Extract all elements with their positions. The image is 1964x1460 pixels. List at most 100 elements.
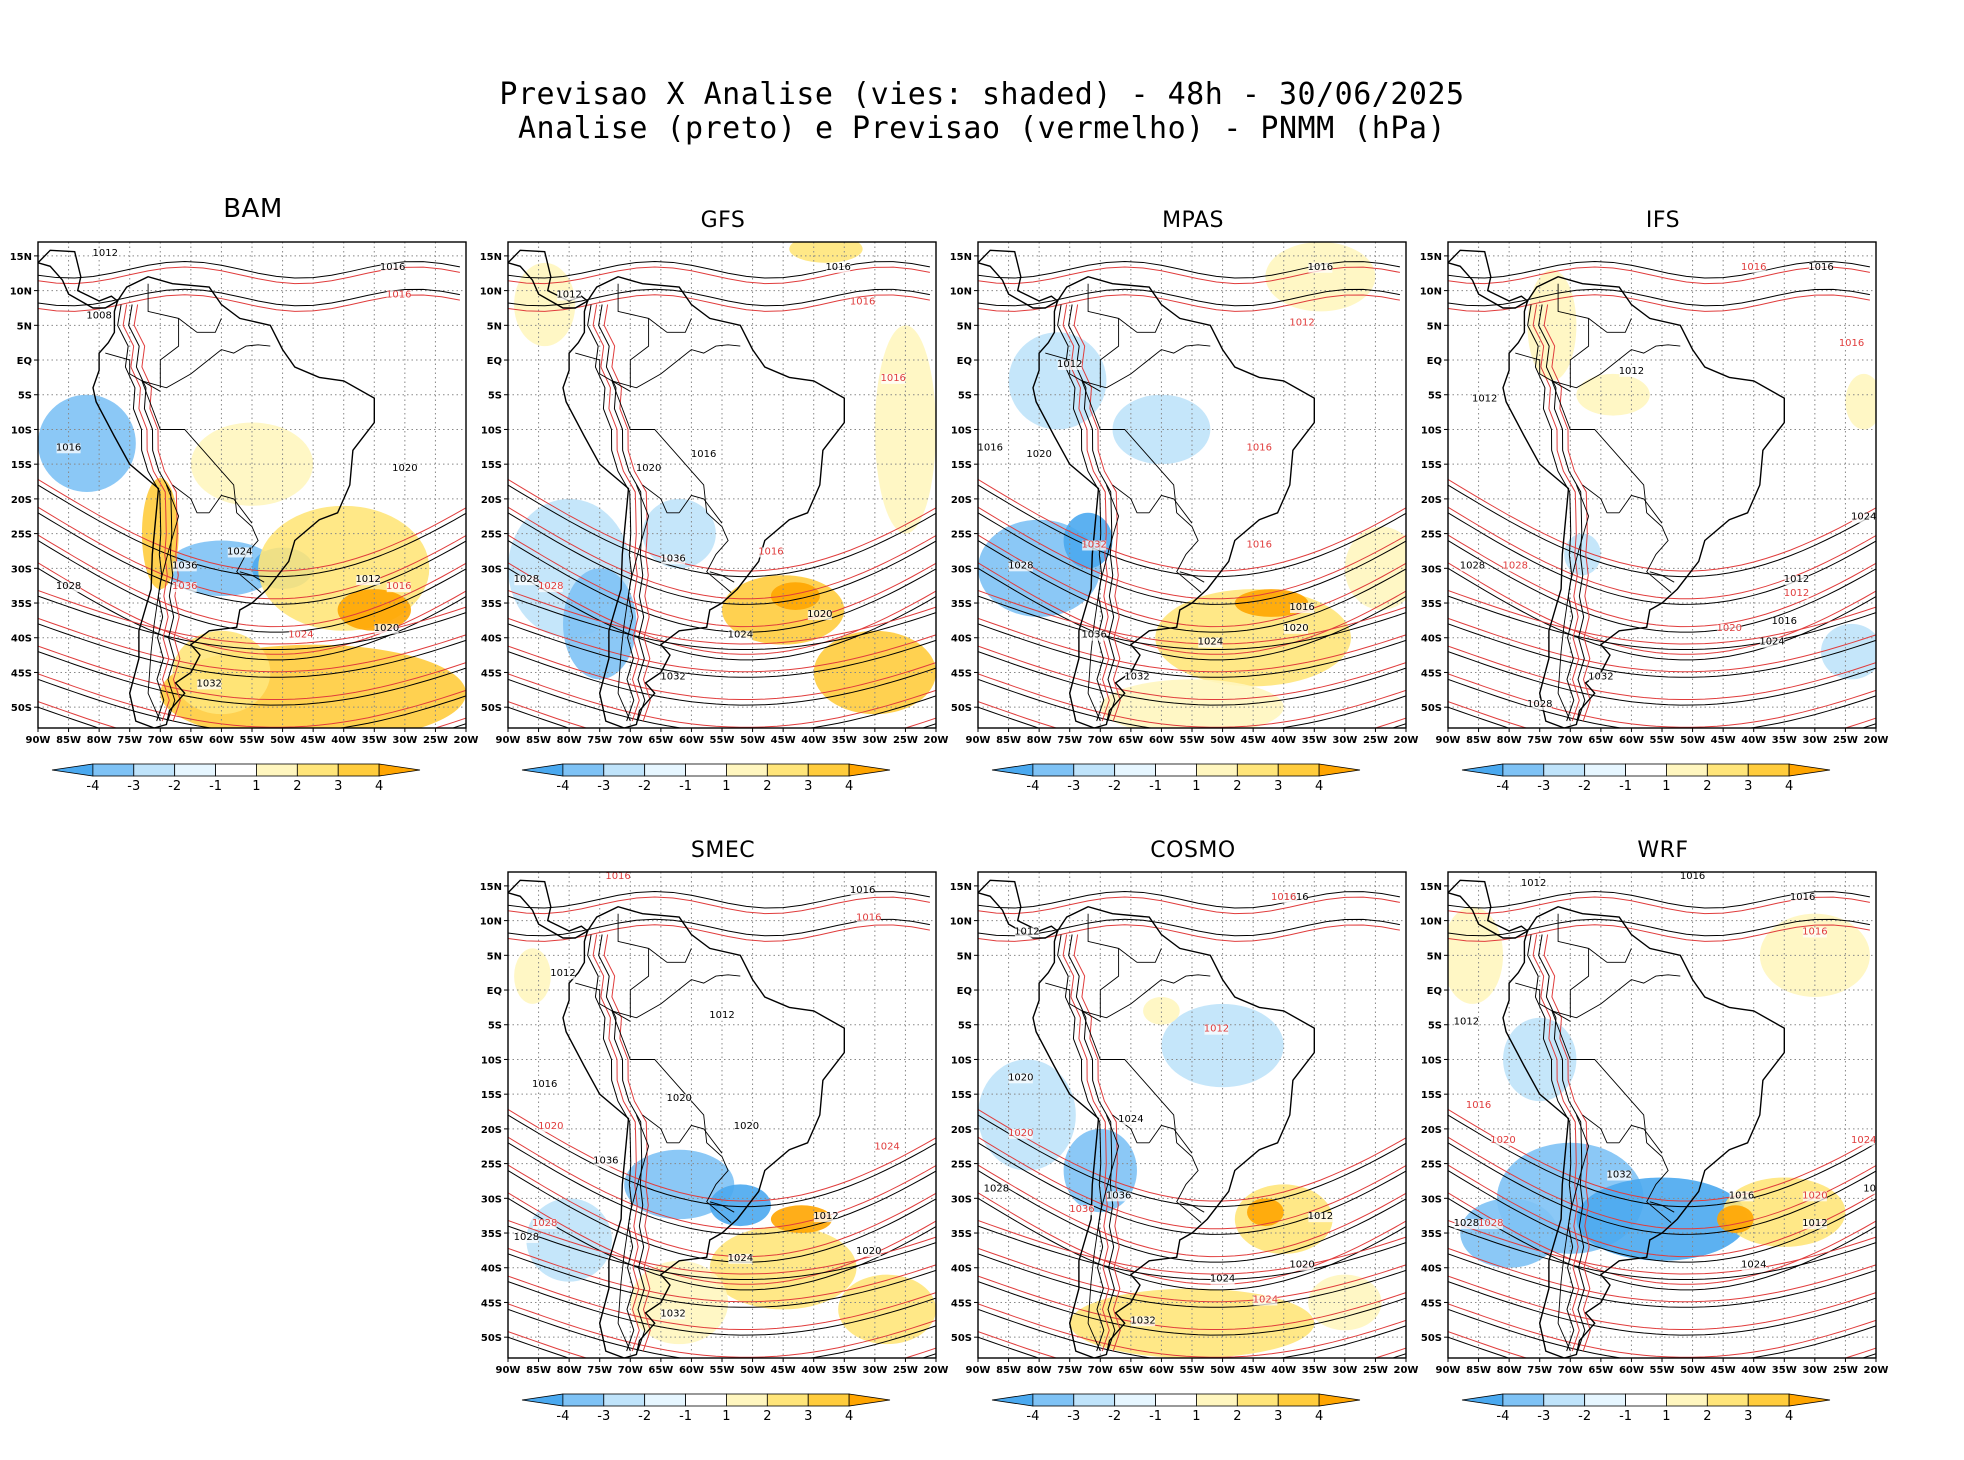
x-tick-label: 90W (496, 1365, 521, 1376)
country-border (1515, 982, 1571, 1022)
isobar-forecast (1448, 266, 1870, 285)
contour-label-analysis: 1028 (514, 574, 539, 585)
isobar-forecast (38, 673, 466, 728)
x-tick-label: 75W (587, 735, 612, 746)
isobar-forecast (508, 1275, 936, 1330)
y-tick-label: 5N (487, 951, 502, 962)
y-tick-label: 15S (11, 460, 32, 471)
y-tick-label: 30S (481, 564, 502, 575)
y-tick-label: 50S (951, 1333, 972, 1344)
andes-contour (1062, 304, 1110, 722)
isobar-analysis (1448, 595, 1876, 650)
colorbar-tick-label: 3 (1744, 779, 1752, 794)
x-tick-label: 65W (1588, 735, 1613, 746)
y-tick-label: 30S (951, 564, 972, 575)
x-tick-label: 65W (648, 1365, 673, 1376)
andes-contour (1057, 934, 1105, 1352)
y-tick-label: EQ (487, 986, 502, 997)
contour-label-bg (1008, 1128, 1033, 1139)
contour-label-analysis: 1016 (1289, 602, 1314, 613)
isobar-forecast (1448, 1108, 1876, 1202)
contour-label-analysis: 1028 (1527, 699, 1552, 710)
colorbar-tick-label: -4 (1496, 1409, 1509, 1424)
contour-label-bg (1802, 1219, 1827, 1230)
y-tick-label: 35S (951, 1229, 972, 1240)
country-border (648, 318, 692, 333)
country-border (1081, 1010, 1202, 1223)
colorbar-segment (807, 1393, 850, 1407)
andes-contour (1527, 304, 1575, 722)
colorbar-segment (1543, 1393, 1586, 1407)
x-tick-label: 30W (1802, 1365, 1827, 1376)
x-tick-label: 85W (996, 1365, 1021, 1376)
country-border (709, 571, 735, 583)
y-tick-label: 50S (481, 703, 502, 714)
contour-label-bg (538, 1121, 563, 1132)
isobar-analysis (508, 567, 936, 661)
country-border (1551, 974, 1681, 1019)
y-tick-label: 5N (487, 321, 502, 332)
y-tick-label: 40S (951, 634, 972, 645)
contour-label-forecast: 1036 (1069, 1204, 1094, 1215)
contour-label-bg (1008, 561, 1033, 572)
isobar-analysis (978, 918, 1400, 937)
andes-contour (128, 304, 176, 722)
x-tick-label: 45W (301, 735, 326, 746)
contour-label-bg (807, 609, 832, 620)
contour-label-bg (850, 297, 875, 308)
contour-label-analysis: 1020 (1289, 1260, 1314, 1271)
country-border (172, 484, 210, 514)
contour-label-forecast: 1016 (856, 913, 881, 924)
contour-label-bg (1106, 1191, 1131, 1202)
isobar-analysis (1448, 1197, 1876, 1291)
isobar-analysis (978, 623, 1406, 678)
map-smec: 1016 1012 1012 1016 1020 1020 1036 1012 1020 1024… (480, 871, 948, 1424)
plot-area-ifs: 1016 1012 1012 1028 1012 1016 1024 1024 1032 1028… (1448, 242, 1876, 728)
country-border (1045, 982, 1101, 1022)
isobar-forecast (978, 590, 1406, 645)
colorbar-segment (1236, 1393, 1279, 1407)
contour-label-bg (1802, 927, 1827, 938)
country-border (141, 344, 271, 389)
isobar-forecast (508, 266, 930, 285)
x-tick-label: 20W (1394, 735, 1419, 746)
contour-label-analysis: 1016 (1283, 892, 1308, 903)
andes-contour (587, 304, 635, 722)
colorbar-gfs: -4 -3 -2 -1 1 2 3 4 (521, 763, 891, 794)
y-tick-label: 15N (950, 252, 972, 263)
isobar-analysis (1448, 1225, 1876, 1280)
colorbar-segment (1114, 1393, 1156, 1407)
x-tick-label: 35W (832, 1365, 857, 1376)
map-bam: 1012 1016 1008 1016 1024 1036 1028 1012 1020 1032… (10, 241, 478, 794)
country-border (617, 484, 650, 722)
x-tick-label: 30W (1802, 735, 1827, 746)
plot-area-wrf: 1012 1016 1016 1012 1032 1016 1024 1028 1024 1012… (1448, 872, 1876, 1358)
contour-label-analysis: 1032 (196, 678, 221, 689)
y-tick-label: 5S (1428, 391, 1442, 402)
contour-label-forecast: 1012 (1784, 588, 1809, 599)
panel-title-wrf: WRF (1637, 838, 1689, 863)
x-tick-label: 70W (1558, 735, 1583, 746)
contour-label-forecast: 1016 (758, 546, 783, 557)
isobar-forecast (38, 534, 466, 628)
isobar-forecast (508, 478, 936, 572)
x-tick-label: 80W (87, 735, 112, 746)
colorbar-tick-label: -1 (209, 779, 222, 794)
contour-label-bg (172, 582, 197, 593)
y-tick-label: 10N (950, 917, 972, 928)
y-tick-label: 25S (11, 530, 32, 541)
contour-label-bg (1057, 359, 1082, 370)
y-tick-label: 5S (18, 391, 32, 402)
colorbar-segment (807, 763, 850, 777)
y-tick-label: 40S (481, 1264, 502, 1275)
country-border (239, 571, 265, 583)
bias-blob (1564, 533, 1601, 576)
country-border (1582, 1114, 1620, 1144)
country-border (1618, 494, 1663, 524)
x-tick-label: 60W (1149, 735, 1174, 746)
y-tick-label: 10S (1421, 425, 1442, 436)
contour-label-bg (728, 1253, 753, 1264)
x-tick-label: 70W (148, 735, 173, 746)
panel-cosmo: COSMO 1012 1016 1020 1024 1036 1028 1012 1020 10… (940, 820, 1419, 1460)
isobar-forecast (508, 1108, 936, 1202)
